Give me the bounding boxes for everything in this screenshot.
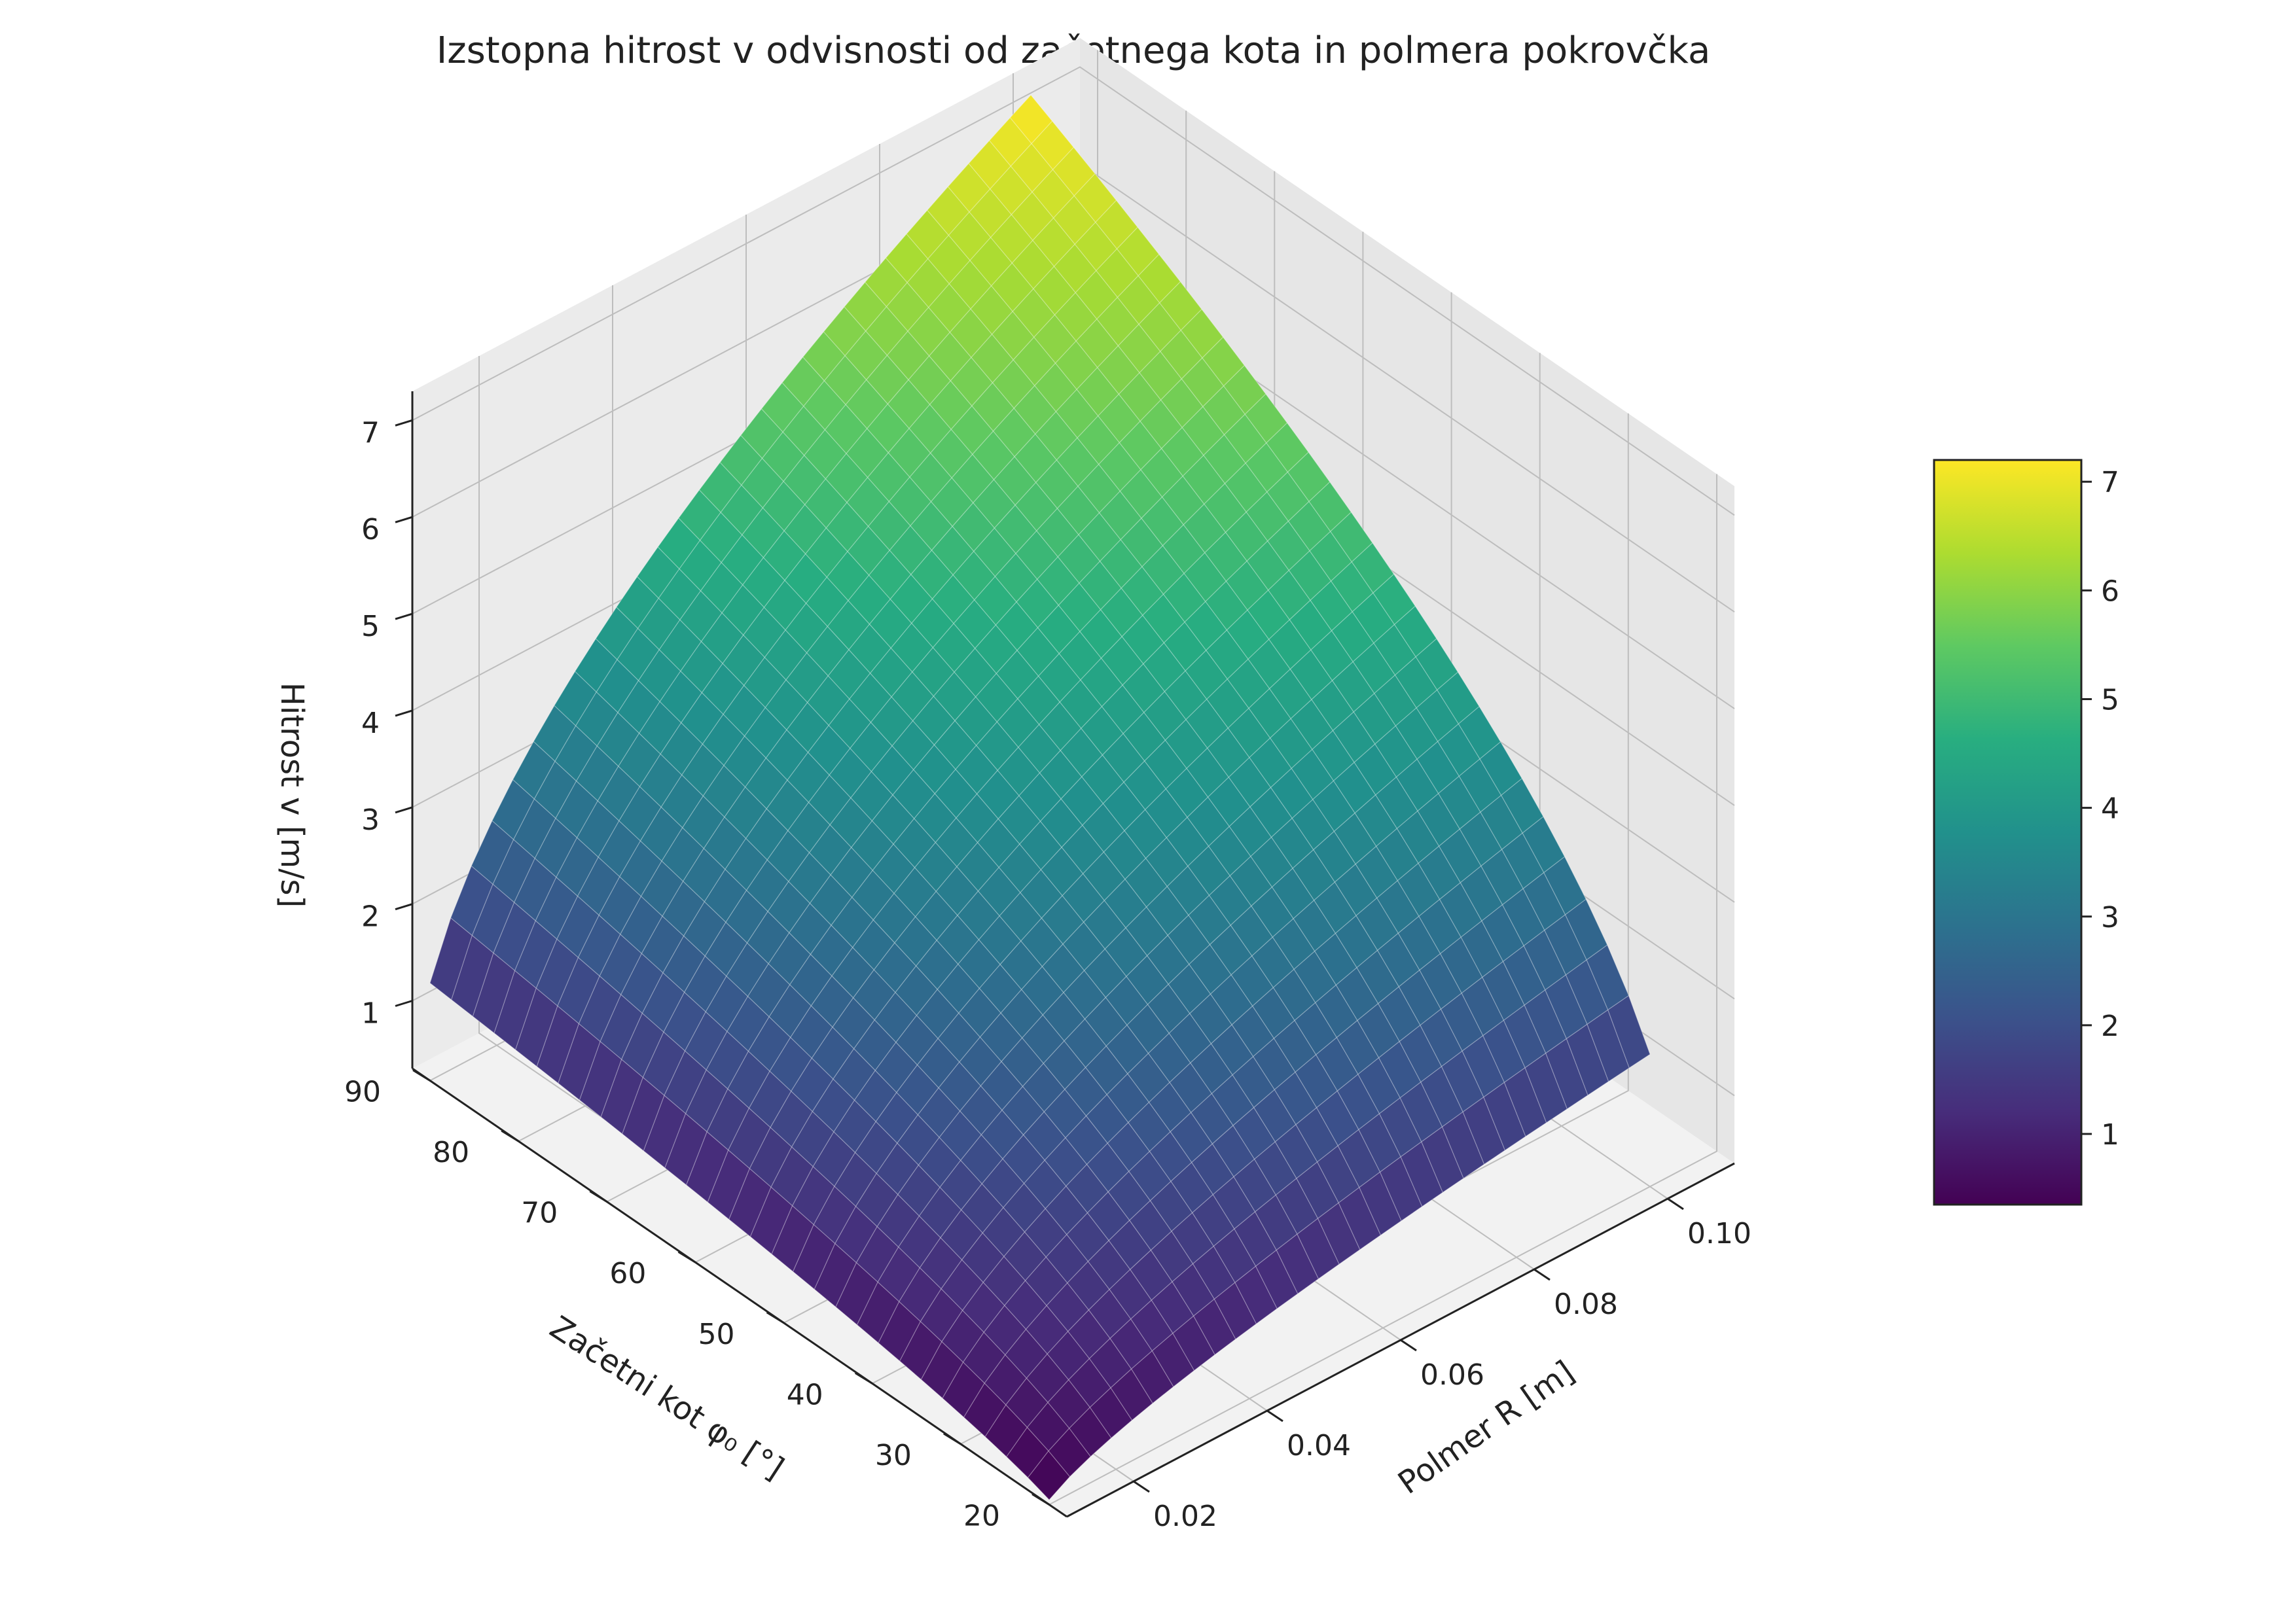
gridline-y [1049,474,1717,1506]
y-tick-label: 20 [963,1499,1000,1532]
z-tick-label: 4 [361,707,380,740]
y-tick-mark [589,1190,608,1203]
colorbar-tick-label: 5 [2101,683,2119,716]
colorbar-tick-label: 7 [2101,466,2119,499]
x-tick-mark [1133,1480,1150,1493]
y-tick-label: 40 [787,1378,823,1411]
y-tick-mark [766,1311,785,1324]
axis-ticks: 0.02 0.04 0.06 0.08 0.10 20 30 40 50 60 70 80 90 1 2 3 4… [344,416,1751,1533]
surface-plot [429,94,1651,1500]
colorbar: 1 2 3 4 5 6 7 [1933,459,2119,1206]
x-tick-mark [1400,1339,1417,1352]
colorbar-tick-label: 3 [2101,901,2119,934]
y-tick-label: 50 [698,1318,735,1351]
y-tick-mark [854,1372,873,1385]
colorbar-tick-label: 6 [2101,574,2119,608]
z-tick-mark [395,806,413,814]
x-tick-label: 0.08 [1554,1288,1618,1321]
y-tick-mark [677,1250,696,1263]
colorbar-tick-label: 1 [2101,1118,2119,1152]
y-tick-mark [412,1069,431,1082]
z-tick-mark [395,709,413,717]
z-tick-mark [395,612,413,620]
z-tick-label: 6 [361,513,380,546]
z-tick-label: 5 [361,610,380,643]
gridline-z [412,66,1735,516]
x-tick-label: 0.06 [1420,1358,1484,1392]
y-axis-label: Začetni kot φ₀ [°] [543,1309,790,1487]
y-tick-label: 80 [433,1136,469,1169]
colorbar-ticks: 1 2 3 4 5 6 7 [2081,466,2119,1152]
surface-patch [1009,94,1053,145]
x-tick-label: 0.10 [1687,1217,1751,1250]
z-tick-label: 2 [361,900,380,934]
x-tick-mark [1266,1409,1283,1422]
y-tick-label: 60 [609,1257,646,1290]
z-tick-mark [395,419,413,427]
x-tick-label: 0.04 [1287,1429,1351,1462]
x-tick-mark [1667,1197,1684,1210]
y-tick-mark [501,1129,519,1142]
y-tick-label: 30 [875,1439,912,1472]
z-tick-mark [395,903,413,911]
z-tick-label: 7 [361,416,380,450]
y-tick-mark [943,1432,961,1445]
x-tick-mark [1534,1268,1551,1281]
z-tick-mark [395,516,413,523]
colorbar-gradient [1933,459,2083,1206]
z-tick-mark [395,1000,413,1007]
z-axis-label: Hitrost v [m/s] [274,682,310,908]
z-tick-label: 1 [361,997,380,1031]
y-tick-label: 70 [521,1197,558,1230]
y-tick-mark [1031,1493,1050,1506]
colorbar-tick-label: 4 [2101,792,2119,826]
x-tick-label: 0.02 [1153,1500,1217,1533]
colorbar-tick-label: 2 [2101,1010,2119,1043]
y-tick-label: 90 [344,1076,381,1109]
z-tick-label: 3 [361,804,380,837]
